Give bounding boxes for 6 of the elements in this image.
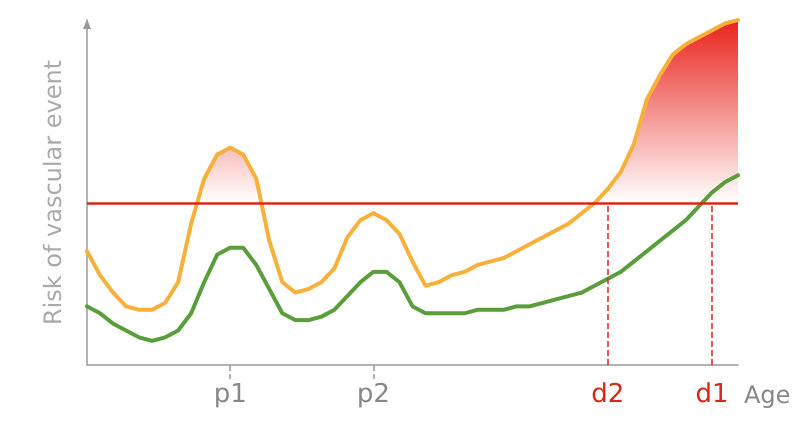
x-tick-label: p1 xyxy=(214,379,247,409)
x-tick-label: p2 xyxy=(356,379,390,409)
x-tick-label: d1 xyxy=(695,379,728,409)
y-axis-title: Risk of vascular event xyxy=(39,60,67,326)
x-tick-label: d2 xyxy=(591,379,624,409)
x-axis-title: Age xyxy=(744,381,790,409)
